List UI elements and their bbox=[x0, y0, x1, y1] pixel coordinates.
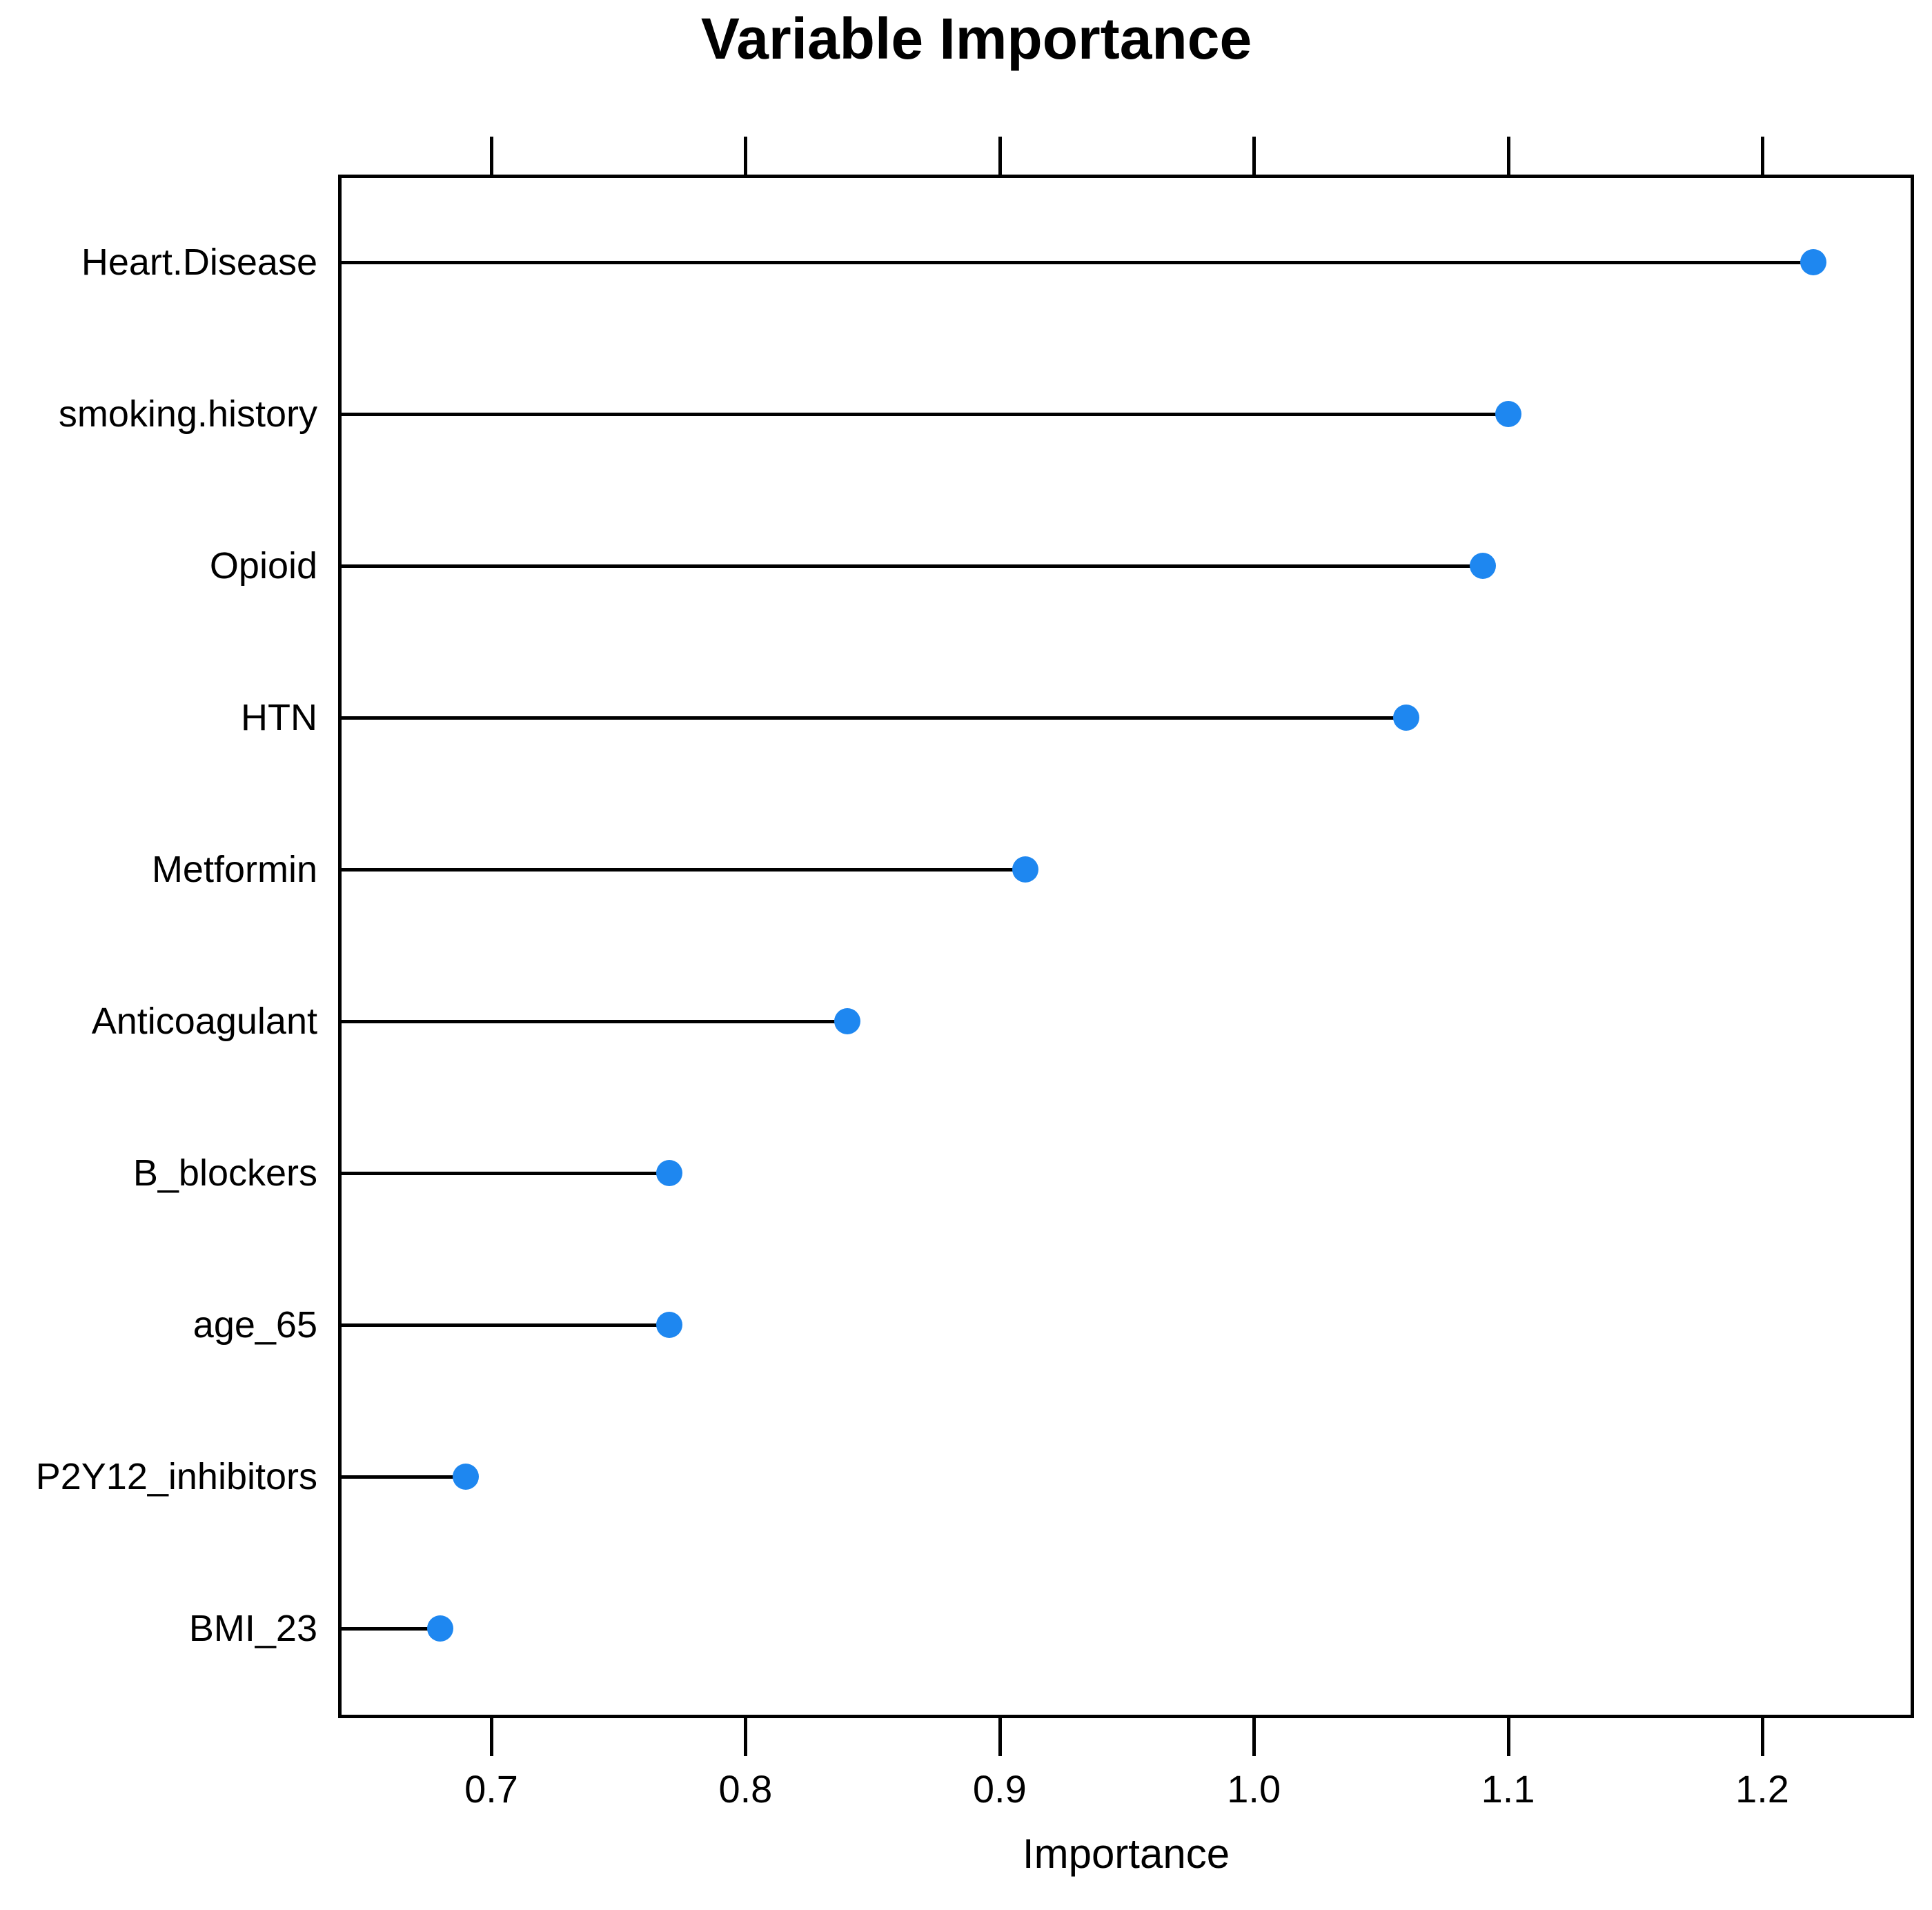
x-axis-tick-top bbox=[744, 137, 748, 175]
lollipop-line bbox=[338, 1020, 847, 1023]
lollipop-line bbox=[338, 1475, 466, 1479]
x-axis-tick-label: 0.7 bbox=[464, 1767, 518, 1811]
x-axis-tick-label: 1.0 bbox=[1227, 1767, 1281, 1811]
x-axis-tick-label: 1.1 bbox=[1481, 1767, 1535, 1811]
category-label: P2Y12_inhibitors bbox=[35, 1456, 317, 1497]
x-axis-tick-label: 0.9 bbox=[972, 1767, 1027, 1811]
data-point bbox=[1012, 856, 1038, 883]
category-label: age_65 bbox=[193, 1304, 317, 1346]
data-point bbox=[656, 1160, 682, 1186]
data-point bbox=[427, 1615, 454, 1642]
x-axis-tick-top bbox=[1506, 137, 1510, 175]
data-point bbox=[1469, 553, 1496, 579]
x-axis-tick-bottom bbox=[490, 1718, 493, 1756]
x-axis-tick-top bbox=[1252, 137, 1256, 175]
category-label: Opioid bbox=[209, 545, 317, 587]
x-axis-tick-bottom bbox=[1506, 1718, 1510, 1756]
lollipop-line bbox=[338, 1323, 669, 1327]
lollipop-line bbox=[338, 564, 1483, 568]
chart-title: Variable Importance bbox=[700, 6, 1252, 71]
x-axis-tick-top bbox=[490, 137, 493, 175]
category-label: B_blockers bbox=[132, 1152, 317, 1194]
category-label: Anticoagulant bbox=[91, 1001, 317, 1042]
lollipop-line bbox=[338, 413, 1508, 416]
x-axis-label: Importance bbox=[1022, 1831, 1230, 1877]
lollipop-line bbox=[338, 1627, 441, 1631]
x-axis-tick-label: 1.2 bbox=[1735, 1767, 1789, 1811]
x-axis-tick-bottom bbox=[744, 1718, 748, 1756]
data-point bbox=[1495, 401, 1521, 427]
lollipop-line bbox=[338, 1172, 669, 1175]
data-point bbox=[1800, 249, 1826, 275]
data-point bbox=[1393, 705, 1420, 731]
category-label: smoking.history bbox=[58, 393, 317, 435]
x-axis-tick-bottom bbox=[998, 1718, 1002, 1756]
data-point bbox=[453, 1464, 480, 1490]
category-label: Heart.Disease bbox=[81, 242, 317, 283]
category-label: HTN bbox=[241, 697, 317, 738]
x-axis-tick-bottom bbox=[1761, 1718, 1764, 1756]
lollipop-line bbox=[338, 261, 1813, 264]
category-label: Metformin bbox=[151, 849, 317, 890]
lollipop-line bbox=[338, 716, 1407, 720]
category-label: BMI_23 bbox=[188, 1608, 317, 1649]
data-point bbox=[656, 1312, 682, 1338]
x-axis-tick-bottom bbox=[1252, 1718, 1256, 1756]
lollipop-line bbox=[338, 868, 1025, 872]
plot-frame bbox=[338, 175, 1914, 1718]
data-point bbox=[834, 1008, 860, 1034]
x-axis-tick-top bbox=[998, 137, 1002, 175]
x-axis-tick-top bbox=[1761, 137, 1764, 175]
x-axis-tick-label: 0.8 bbox=[718, 1767, 773, 1811]
